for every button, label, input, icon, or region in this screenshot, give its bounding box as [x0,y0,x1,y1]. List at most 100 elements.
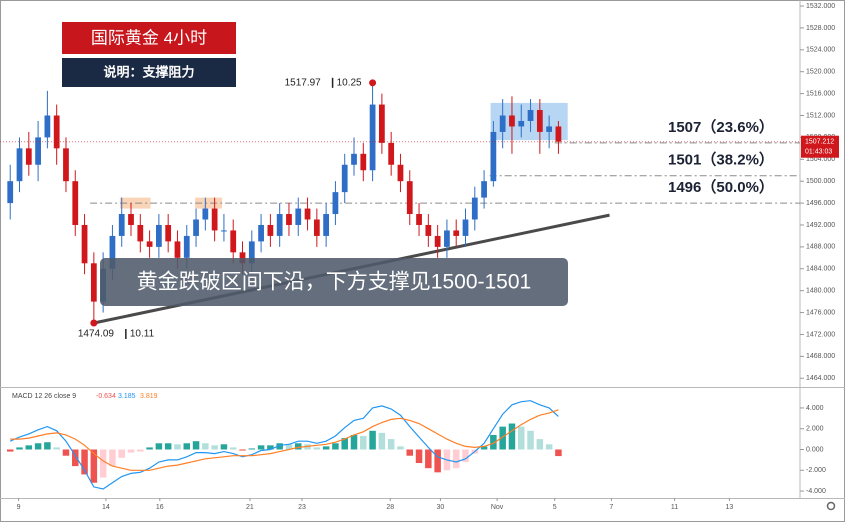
candle-body [193,219,199,236]
candle-body [211,208,218,231]
price-tag: 1507.212 [805,139,834,146]
x-tick-label: 16 [156,504,164,511]
candle-body [397,164,404,182]
macd-histogram [211,445,218,450]
macd-histogram [490,434,497,450]
candle-body [471,197,478,220]
candle-body [230,230,237,253]
candle-body [118,214,125,236]
fib-label: 1507（23.6%） [668,118,774,136]
candle-body [369,104,376,171]
candle-body [499,115,506,132]
y-tick-label: 1480.000 [806,288,835,295]
x-tick-label: 23 [298,504,306,511]
y-tick-label: 1472.000 [806,331,835,338]
macd-histogram [16,447,23,450]
y-tick-label: -2.000 [806,467,826,474]
macd-histogram [462,449,469,462]
macd-histogram [109,449,116,467]
macd-histogram [25,445,33,450]
macd-histogram [267,445,274,450]
y-tick-label: 0.000 [806,446,824,453]
candle-body [137,224,144,242]
macd-histogram [44,442,51,450]
candle-body [341,164,348,193]
gear[interactable] [826,501,836,511]
candle-body [416,214,422,225]
y-tick-label: 1476.000 [806,309,835,316]
macd-histogram [118,449,125,458]
macd-histogram [425,449,432,469]
candle-body [295,208,302,225]
candle-body [25,148,32,165]
extreme-date: 10.11 [130,329,155,340]
title-bg [62,22,236,54]
legend-value: 3.819 [140,393,158,400]
macd-histogram [285,444,293,450]
candle-body [239,252,246,264]
macd-histogram [229,447,237,450]
candle-body [128,214,134,225]
macd-histogram [360,435,367,450]
y-tick-label: 4.000 [806,405,824,412]
candle-body [267,224,274,236]
macd-histogram [341,438,348,450]
candle-body [63,148,69,182]
macd-histogram [146,447,153,450]
candle-body [156,224,162,247]
candle-body [490,131,497,182]
plot: 1464.0001468.0001472.0001476.0001480.000… [0,3,839,511]
candle-body [360,153,367,171]
candle-body [53,115,60,149]
candle-body [16,148,23,182]
macd-histogram [34,443,42,450]
macd-histogram [164,443,172,450]
macd-histogram [350,434,358,450]
y-tick-label: 1464.000 [806,375,835,382]
candle-body [174,241,181,258]
candle-body [248,241,255,264]
candle-body [146,241,153,247]
x-tick-label: Nov [491,504,504,511]
macd-histogram [499,426,506,450]
macd-histogram [387,439,395,450]
macd-histogram [183,443,191,450]
x-tick-label: 13 [725,504,733,511]
macd-histogram [276,443,283,450]
settings-icon[interactable] [826,501,836,511]
x-tick-label: 14 [102,504,110,511]
macd-line [9,400,559,490]
macd-histogram [53,447,60,450]
candle-body [90,263,97,302]
zone [195,197,223,209]
macd-histogram [192,441,200,450]
macd-histogram [220,444,228,450]
candle-body [527,110,534,121]
macd-histogram [527,430,534,450]
x-tick-label: 11 [671,504,678,511]
macd-histogram [127,449,135,453]
macd-histogram [536,439,544,450]
macd-histogram [72,449,79,467]
extreme-dot [90,319,98,327]
macd-histogram [518,426,525,450]
macd-histogram [508,423,516,450]
y-tick-label: 1532.000 [806,3,835,10]
x-tick-label: 21 [246,504,254,511]
candle-body [332,192,339,215]
y-tick-label: 1512.000 [806,112,835,119]
macd-histogram [155,443,163,450]
candle-body [536,110,543,132]
extreme-price: 1474.09 [78,329,115,340]
candle-body [109,235,116,269]
y-tick-label: 1484.000 [806,266,835,273]
candle-body [44,115,51,138]
candle-body [165,224,172,242]
macd-histogram [248,448,256,450]
y-tick-label: -4.000 [806,488,826,495]
macd-histogram [406,449,414,456]
candle-body [434,235,441,247]
candle-body [379,104,385,143]
y-tick-label: 1528.000 [806,25,835,32]
